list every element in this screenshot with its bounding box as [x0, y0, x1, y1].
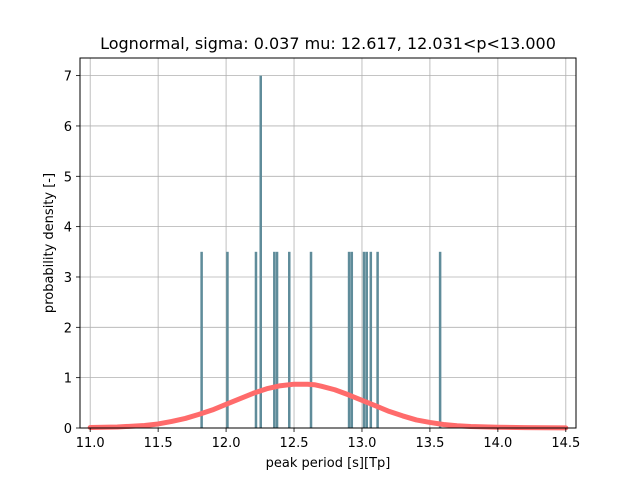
histogram-bar — [347, 251, 351, 428]
histogram-bar — [288, 251, 291, 428]
histogram-bar — [369, 251, 373, 428]
histogram-bar — [254, 251, 258, 428]
x-tick-label: 14.5 — [551, 436, 580, 451]
x-tick-label: 11.0 — [76, 436, 105, 451]
pdf-curve — [87, 381, 569, 431]
x-tick-label: 11.5 — [144, 436, 173, 451]
plot-frame — [79, 57, 577, 429]
x-tick-label: 12.5 — [280, 436, 309, 451]
y-tick-label: 3 — [64, 271, 72, 286]
y-tick-label: 5 — [64, 170, 72, 185]
y-axis-label: probability density [-] — [42, 173, 57, 313]
bar-series — [200, 75, 442, 428]
x-tick-label: 14.0 — [483, 436, 512, 451]
y-tick-label: 7 — [64, 70, 72, 85]
x-tick-label: 13.0 — [347, 436, 376, 451]
pdf-curve-group — [87, 381, 569, 431]
x-axis: 11.0 11.5 12.0 12.5 13.0 13.5 14.0 14.5 — [76, 428, 580, 451]
x-axis-label: peak period [s][Tp] — [266, 456, 391, 471]
histogram-bar — [259, 75, 262, 428]
histogram-bar — [200, 251, 203, 428]
y-tick-label: 2 — [64, 321, 72, 336]
histogram-bar — [275, 251, 279, 428]
y-tick-label: 1 — [64, 372, 72, 387]
y-tick-label: 0 — [64, 422, 72, 437]
histogram-bar — [376, 251, 379, 428]
histogram-bar — [309, 251, 313, 428]
chart-title: Lognormal, sigma: 0.037 mu: 12.617, 12.0… — [100, 34, 556, 53]
y-tick-label: 4 — [64, 221, 72, 236]
histogram-bar — [350, 251, 354, 428]
histogram-bar — [365, 251, 368, 428]
grid — [80, 58, 576, 429]
x-tick-label: 12.0 — [212, 436, 241, 451]
y-tick-label: 6 — [64, 120, 72, 135]
y-axis: 0 1 2 3 4 5 6 7 — [64, 70, 80, 437]
histogram-bar — [226, 251, 229, 428]
histogram-bar — [438, 251, 442, 428]
histogram-bar — [362, 251, 366, 428]
histogram-bar — [273, 251, 276, 428]
x-tick-label: 13.5 — [415, 436, 444, 451]
